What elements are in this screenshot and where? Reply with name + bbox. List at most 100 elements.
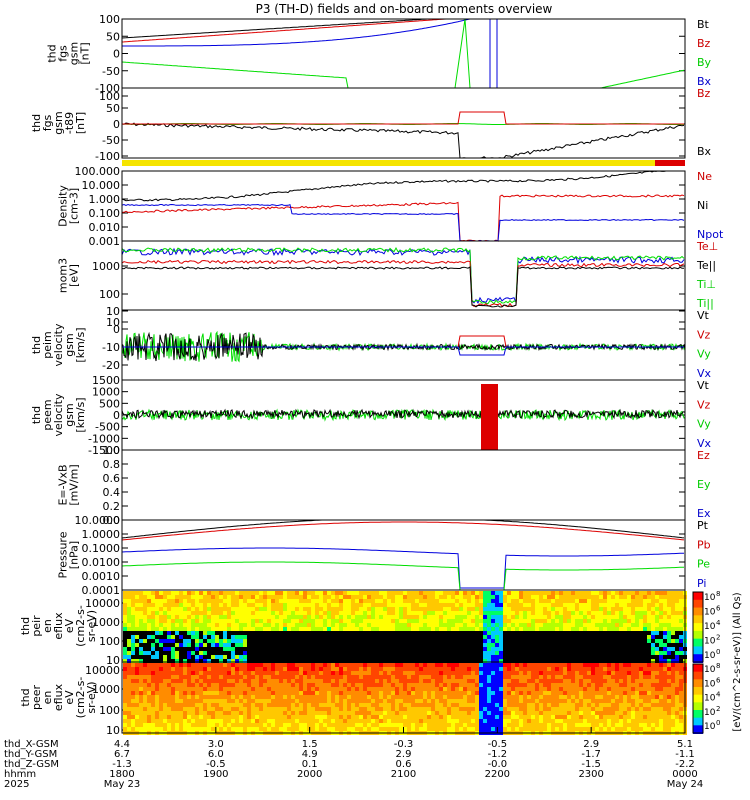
spec-cell [191, 671, 195, 675]
spec-cell [343, 615, 347, 619]
spec-cell [147, 623, 151, 627]
spec-cell [623, 643, 627, 647]
spec-cell [503, 615, 507, 619]
spec-cell [491, 623, 495, 627]
spec-cell [263, 711, 267, 715]
spec-cell [467, 619, 471, 623]
spec-cell [159, 667, 163, 671]
spec-cell [395, 683, 399, 687]
spec-cell [647, 635, 651, 639]
spec-cell [511, 643, 515, 647]
spec-cell [507, 723, 511, 727]
spec-cell [171, 707, 175, 711]
spec-cell [267, 667, 271, 671]
spec-cell [639, 659, 643, 663]
spec-cell [135, 691, 139, 695]
spec-cell [643, 611, 647, 615]
spec-cell [167, 707, 171, 711]
spec-cell [495, 615, 499, 619]
spec-cell [667, 651, 671, 655]
spec-cell [239, 651, 243, 655]
y-axis-label-line: thd [46, 44, 59, 62]
spec-cell [139, 611, 143, 615]
spec-cell [371, 667, 375, 671]
spec-cell [419, 711, 423, 715]
spec-cell [535, 631, 539, 635]
spec-cell [223, 655, 227, 659]
spec-cell [515, 659, 519, 663]
spec-cell [423, 611, 427, 615]
spec-cell [127, 727, 131, 731]
spec-cell [603, 651, 607, 655]
spec-cell [511, 711, 515, 715]
spec-cell [583, 699, 587, 703]
spec-cell [179, 663, 183, 667]
spec-cell [367, 675, 371, 679]
spec-cell [143, 659, 147, 663]
spec-cell [603, 663, 607, 667]
spec-cell [231, 711, 235, 715]
spec-cell [415, 667, 419, 671]
spec-cell [319, 615, 323, 619]
spec-cell [571, 643, 575, 647]
spec-cell [459, 683, 463, 687]
spec-cell [299, 651, 303, 655]
spec-cell [675, 635, 679, 639]
spec-cell [215, 663, 219, 667]
spec-cell [443, 675, 447, 679]
spec-cell [543, 635, 547, 639]
spec-cell [471, 607, 475, 611]
spec-cell [419, 599, 423, 603]
spec-cell [575, 595, 579, 599]
spec-cell [203, 671, 207, 675]
spec-cell [443, 715, 447, 719]
spec-cell [395, 647, 399, 651]
spec-cell [575, 651, 579, 655]
spec-cell [295, 591, 299, 595]
spec-cell [535, 623, 539, 627]
spec-cell [551, 719, 555, 723]
spec-cell [163, 647, 167, 651]
spec-cell [679, 655, 683, 659]
spec-cell [363, 615, 367, 619]
spec-cell [343, 627, 347, 631]
spec-cell [427, 723, 431, 727]
spec-cell [179, 707, 183, 711]
spec-cell [171, 695, 175, 699]
spec-cell [539, 683, 543, 687]
spec-cell [555, 639, 559, 643]
spec-cell [571, 671, 575, 675]
spec-cell [255, 719, 259, 723]
spec-cell [395, 643, 399, 647]
spec-cell [583, 659, 587, 663]
spec-cell [283, 595, 287, 599]
spec-cell [139, 603, 143, 607]
spec-cell [167, 591, 171, 595]
spec-cell [291, 603, 295, 607]
spec-cell [451, 639, 455, 643]
spec-cell [539, 635, 543, 639]
spec-cell [471, 599, 475, 603]
spec-cell [231, 723, 235, 727]
spec-cell [123, 667, 127, 671]
spec-cell [431, 599, 435, 603]
spec-cell [407, 623, 411, 627]
spec-cell [487, 707, 491, 711]
spec-cell [587, 623, 591, 627]
spec-cell [627, 659, 631, 663]
spec-cell [679, 635, 683, 639]
spec-cell [391, 639, 395, 643]
spec-cell [663, 623, 667, 627]
spec-cell [219, 671, 223, 675]
spec-cell [299, 643, 303, 647]
spec-cell [151, 703, 155, 707]
legend-ey: Ey [697, 478, 711, 491]
spec-cell [531, 695, 535, 699]
spec-cell [263, 603, 267, 607]
spec-cell [291, 647, 295, 651]
spec-cell [455, 659, 459, 663]
spec-cell [507, 611, 511, 615]
spec-cell [367, 707, 371, 711]
spec-cell [307, 619, 311, 623]
spec-cell [439, 659, 443, 663]
